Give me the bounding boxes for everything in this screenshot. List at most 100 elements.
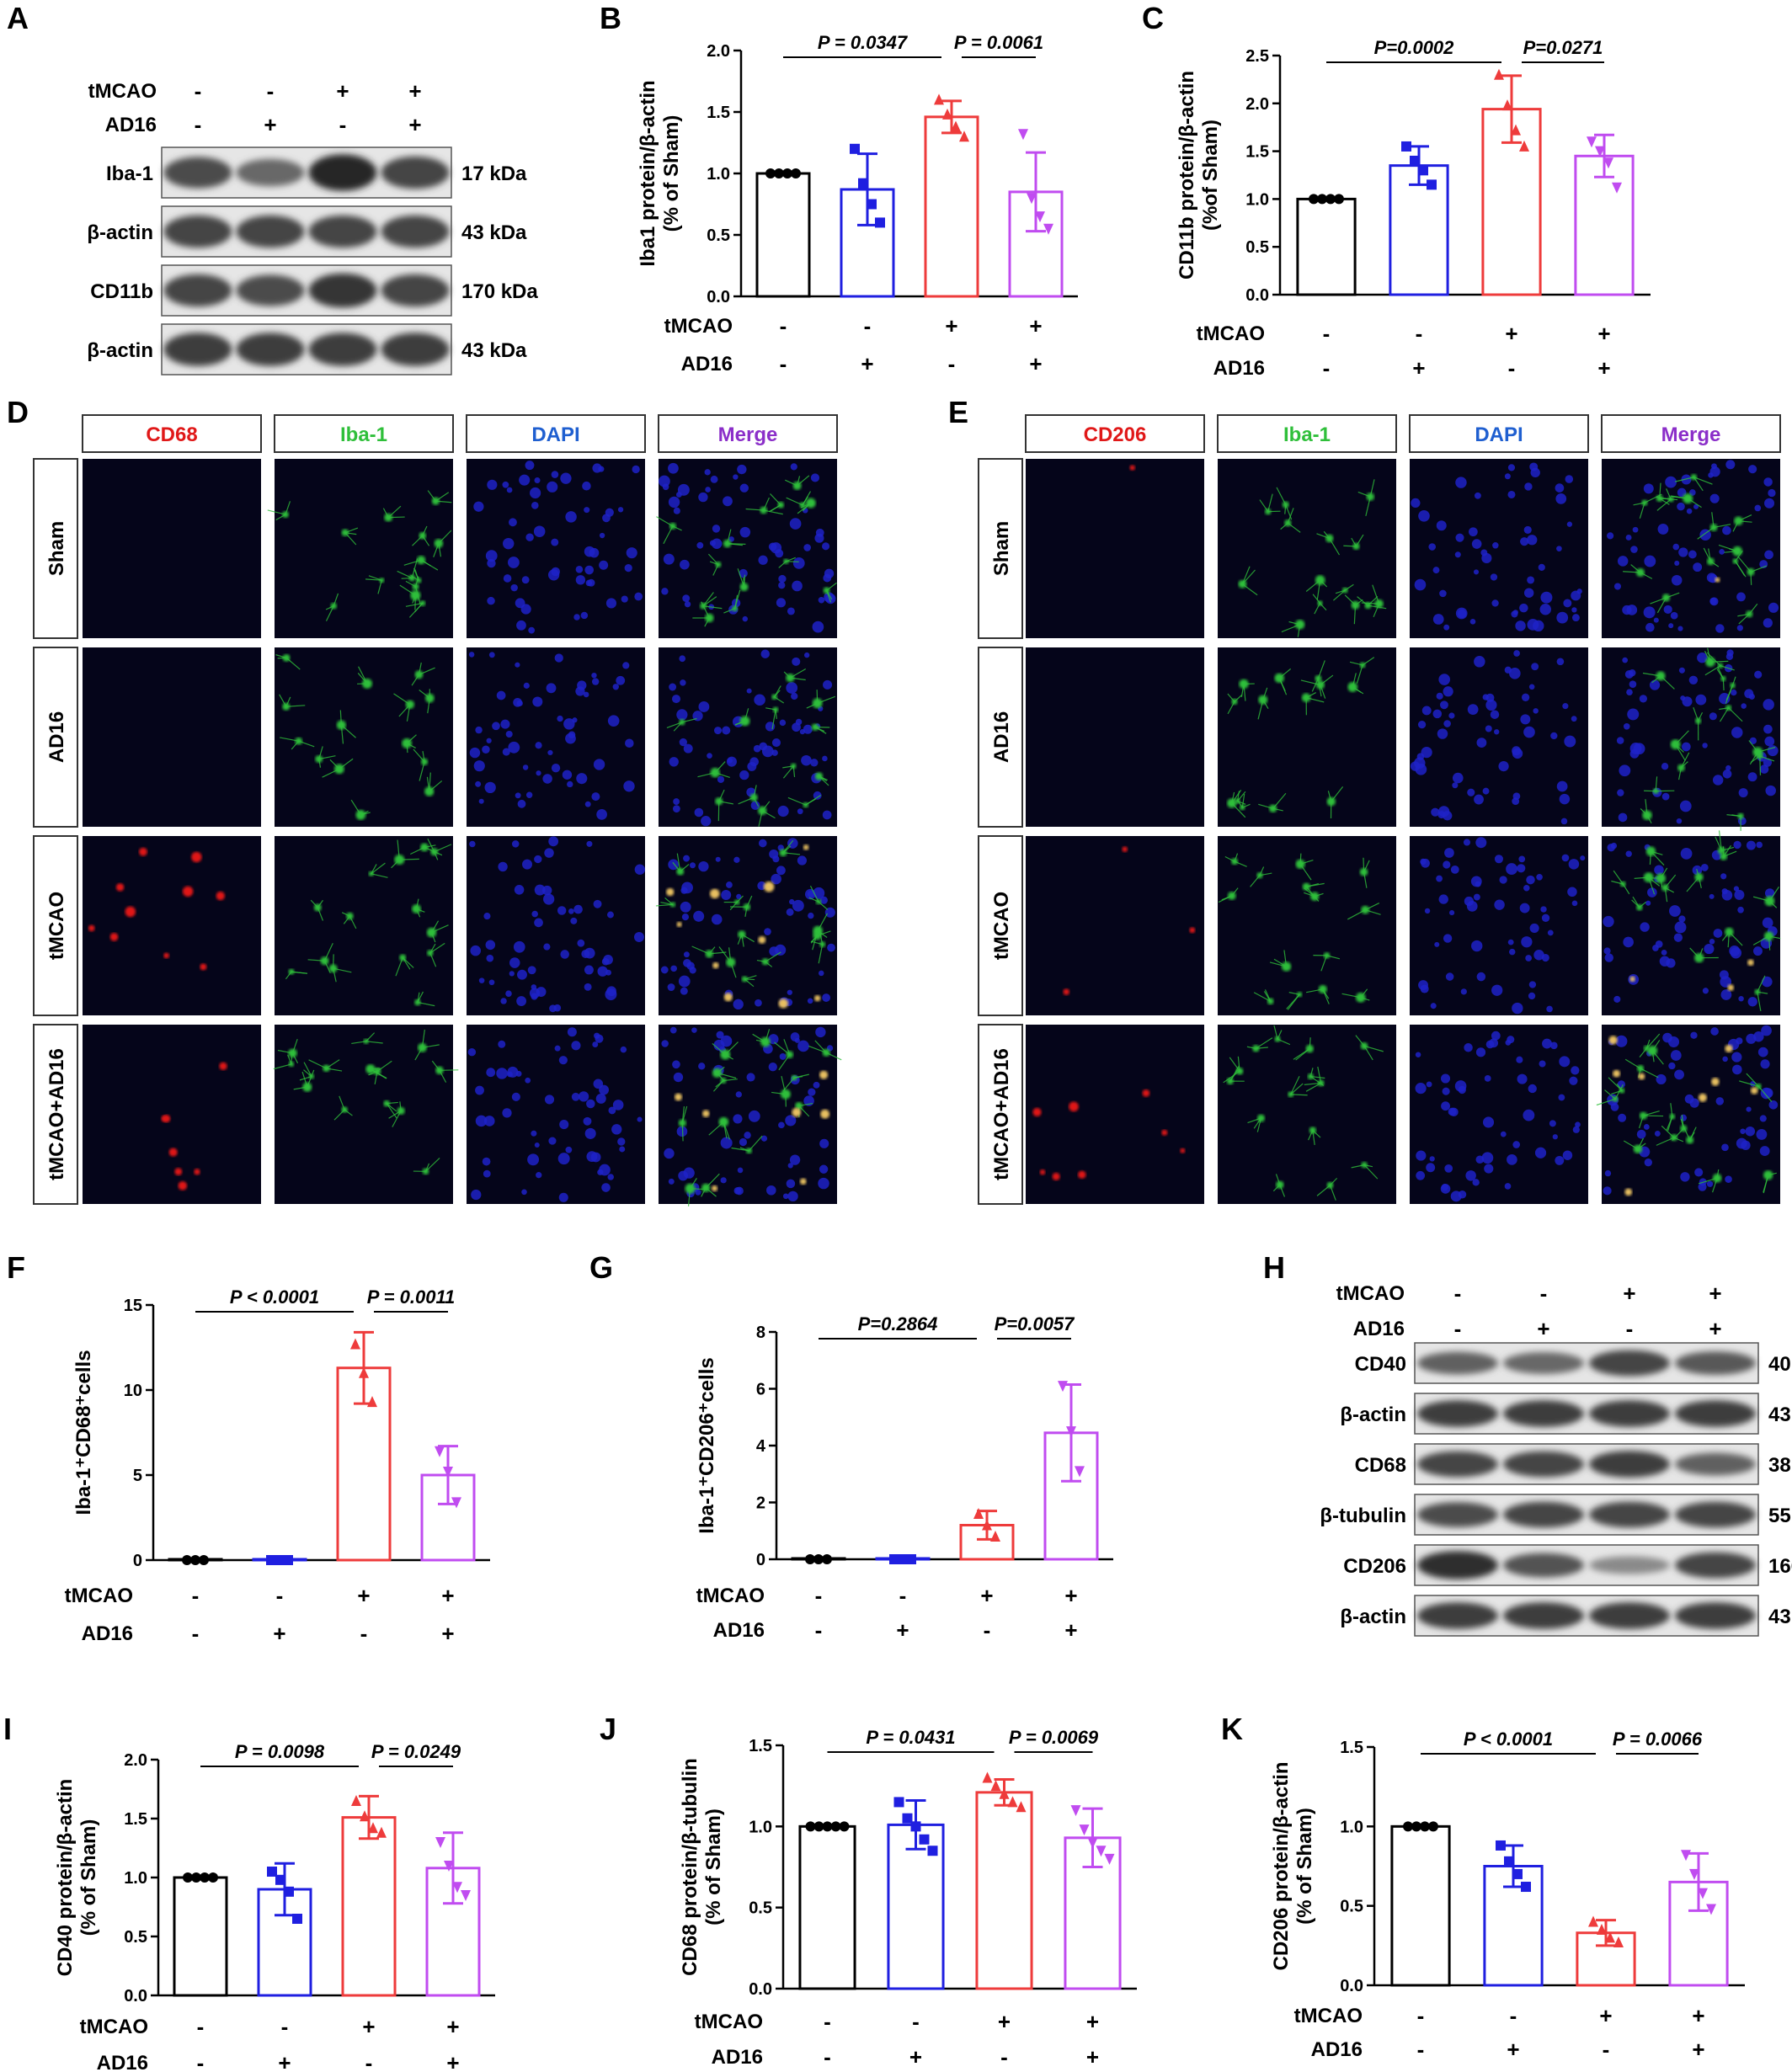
ihc-image-background: [1602, 836, 1780, 1015]
dapi-nucleus: [1539, 1060, 1546, 1068]
iba1-process: [709, 951, 727, 955]
iba1-process: [1656, 597, 1667, 614]
blot-band: [1417, 1400, 1498, 1427]
dapi-nucleus: [673, 507, 680, 514]
iba1-process: [724, 1054, 733, 1060]
iba1-process: [350, 799, 361, 816]
ihc-image-background: [83, 836, 261, 1015]
iba1-process: [427, 838, 435, 852]
dapi-nucleus: [1740, 1128, 1746, 1134]
dapi-nucleus: [662, 483, 669, 491]
dapi-nucleus: [1654, 1130, 1661, 1137]
dapi-nucleus: [1438, 806, 1450, 818]
dapi-nucleus: [1618, 1113, 1627, 1122]
data-point: [858, 178, 868, 189]
blot-kda-label: 43 kDa: [1768, 1404, 1792, 1426]
blot-strip: [1414, 1544, 1759, 1586]
dapi-nucleus: [1525, 955, 1533, 961]
condition-sign: +: [1597, 355, 1610, 381]
condition-label: tMCAO: [80, 2016, 148, 2038]
dapi-nucleus: [786, 908, 794, 916]
dapi-nucleus: [1676, 818, 1683, 824]
iba1-process: [429, 952, 437, 967]
blot-condition-label: tMCAO: [88, 80, 157, 103]
iba1-process: [1247, 1117, 1261, 1124]
dapi-nucleus: [1677, 487, 1687, 498]
dapi-nucleus: [531, 910, 538, 918]
blot-band: [308, 215, 377, 248]
iba1-process: [1639, 1047, 1647, 1058]
dapi-nucleus: [778, 574, 787, 583]
iba1-process: [1732, 520, 1739, 532]
iba1-process: [727, 543, 743, 546]
ihc-image-tile: [467, 459, 645, 638]
marker-positive-cell: [1715, 577, 1720, 583]
iba1-process: [709, 561, 719, 566]
dapi-nucleus: [1715, 624, 1725, 633]
condition-sign: -: [365, 2050, 373, 2072]
dapi-nucleus: [1562, 703, 1569, 710]
dapi-nucleus: [660, 966, 669, 974]
iba1-process: [1275, 1174, 1281, 1185]
bar: [798, 1824, 856, 1990]
dapi-nucleus: [559, 1120, 569, 1130]
dapi-nucleus: [1445, 972, 1454, 981]
iba1-process: [387, 1101, 398, 1105]
iba1-process: [1360, 997, 1370, 1001]
dapi-nucleus: [722, 726, 731, 735]
dapi-nucleus: [1747, 997, 1757, 1007]
dapi-nucleus: [779, 719, 787, 727]
iba1-process: [344, 1109, 353, 1116]
marker-positive-cell: [125, 906, 136, 918]
dapi-nucleus: [1738, 995, 1744, 1002]
dapi-nucleus: [673, 805, 680, 813]
ihc-row-label: Sham: [45, 521, 68, 576]
iba1-process: [1768, 935, 1781, 940]
iba1-cell: [799, 502, 806, 509]
dapi-nucleus: [739, 770, 749, 780]
dapi-nucleus: [508, 741, 520, 754]
dapi-nucleus: [596, 809, 607, 820]
data-point: [1706, 1904, 1716, 1915]
data-point: [906, 1554, 916, 1564]
iba1-process: [1693, 477, 1704, 492]
dapi-nucleus: [553, 1004, 562, 1012]
dapi-nucleus: [1652, 945, 1659, 951]
dapi-nucleus: [1623, 936, 1634, 948]
iba1-process: [728, 947, 732, 963]
dapi-nucleus: [605, 969, 611, 976]
y-tick-label: 0: [756, 1551, 765, 1569]
dapi-nucleus: [496, 690, 506, 700]
iba1-process: [1716, 1169, 1720, 1179]
ihc-row-label-box: [33, 458, 78, 639]
dapi-nucleus: [1421, 746, 1432, 759]
dapi-nucleus: [683, 951, 690, 958]
dapi-nucleus: [1458, 609, 1467, 619]
dapi-nucleus: [786, 682, 798, 694]
dapi-nucleus: [498, 861, 508, 872]
condition-sign: -: [1508, 355, 1516, 381]
iba1-process: [1365, 496, 1371, 517]
iba1-process: [718, 789, 725, 802]
condition-sign: +: [1599, 2003, 1612, 2028]
dapi-nucleus: [1695, 694, 1707, 706]
iba1-process: [1677, 767, 1682, 780]
iba1-process: [1288, 621, 1300, 626]
dapi-nucleus: [516, 700, 523, 706]
dapi-nucleus: [1512, 1002, 1523, 1015]
iba1-process: [1256, 1037, 1273, 1049]
ihc-column-header-box: [1217, 414, 1397, 453]
dapi-nucleus: [1756, 841, 1763, 849]
iba1-process: [365, 1032, 376, 1042]
iba1-process: [1750, 565, 1768, 573]
dapi-nucleus: [592, 463, 602, 473]
iba1-process: [1310, 1075, 1325, 1079]
dapi-nucleus: [786, 1179, 796, 1189]
iba1-process: [783, 1039, 791, 1055]
dapi-nucleus: [473, 501, 484, 512]
iba1-process: [1675, 743, 1686, 761]
ihc-row-label-box: [978, 1024, 1023, 1205]
dapi-nucleus: [514, 885, 525, 895]
iba1-process: [778, 1054, 791, 1071]
